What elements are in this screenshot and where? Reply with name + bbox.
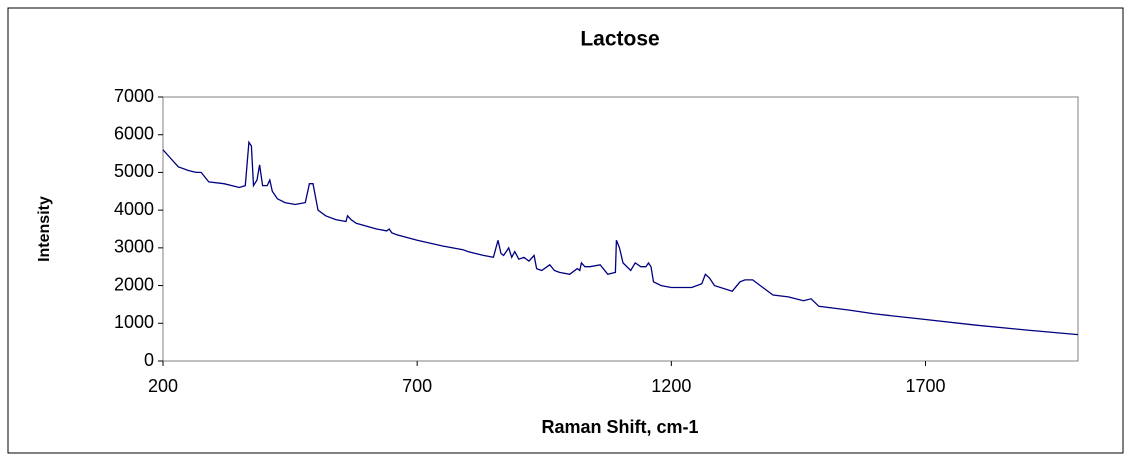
data-line xyxy=(162,140,1079,336)
y-tick-label: 5000 xyxy=(114,161,154,181)
y-tick-label: 3000 xyxy=(114,237,154,257)
y-tick-label: 1000 xyxy=(114,312,154,332)
y-tick-label: 4000 xyxy=(114,199,154,219)
plot-frame xyxy=(162,96,1079,362)
x-axis-label: Raman Shift, cm-1 xyxy=(541,417,698,437)
x-tick-label: 200 xyxy=(148,376,178,396)
chart-border xyxy=(7,7,1124,454)
y-tick-label: 7000 xyxy=(114,86,154,106)
y-tick-label: 6000 xyxy=(114,123,154,143)
x-tick-label: 1200 xyxy=(651,376,691,396)
x-tick-label: 700 xyxy=(402,376,432,396)
y-tick-label: 2000 xyxy=(114,274,154,294)
x-tick-label: 1700 xyxy=(905,376,945,396)
y-tick-label: 0 xyxy=(144,350,154,370)
y-axis-label: Intensity xyxy=(36,196,53,262)
chart-title: Lactose xyxy=(580,28,659,51)
